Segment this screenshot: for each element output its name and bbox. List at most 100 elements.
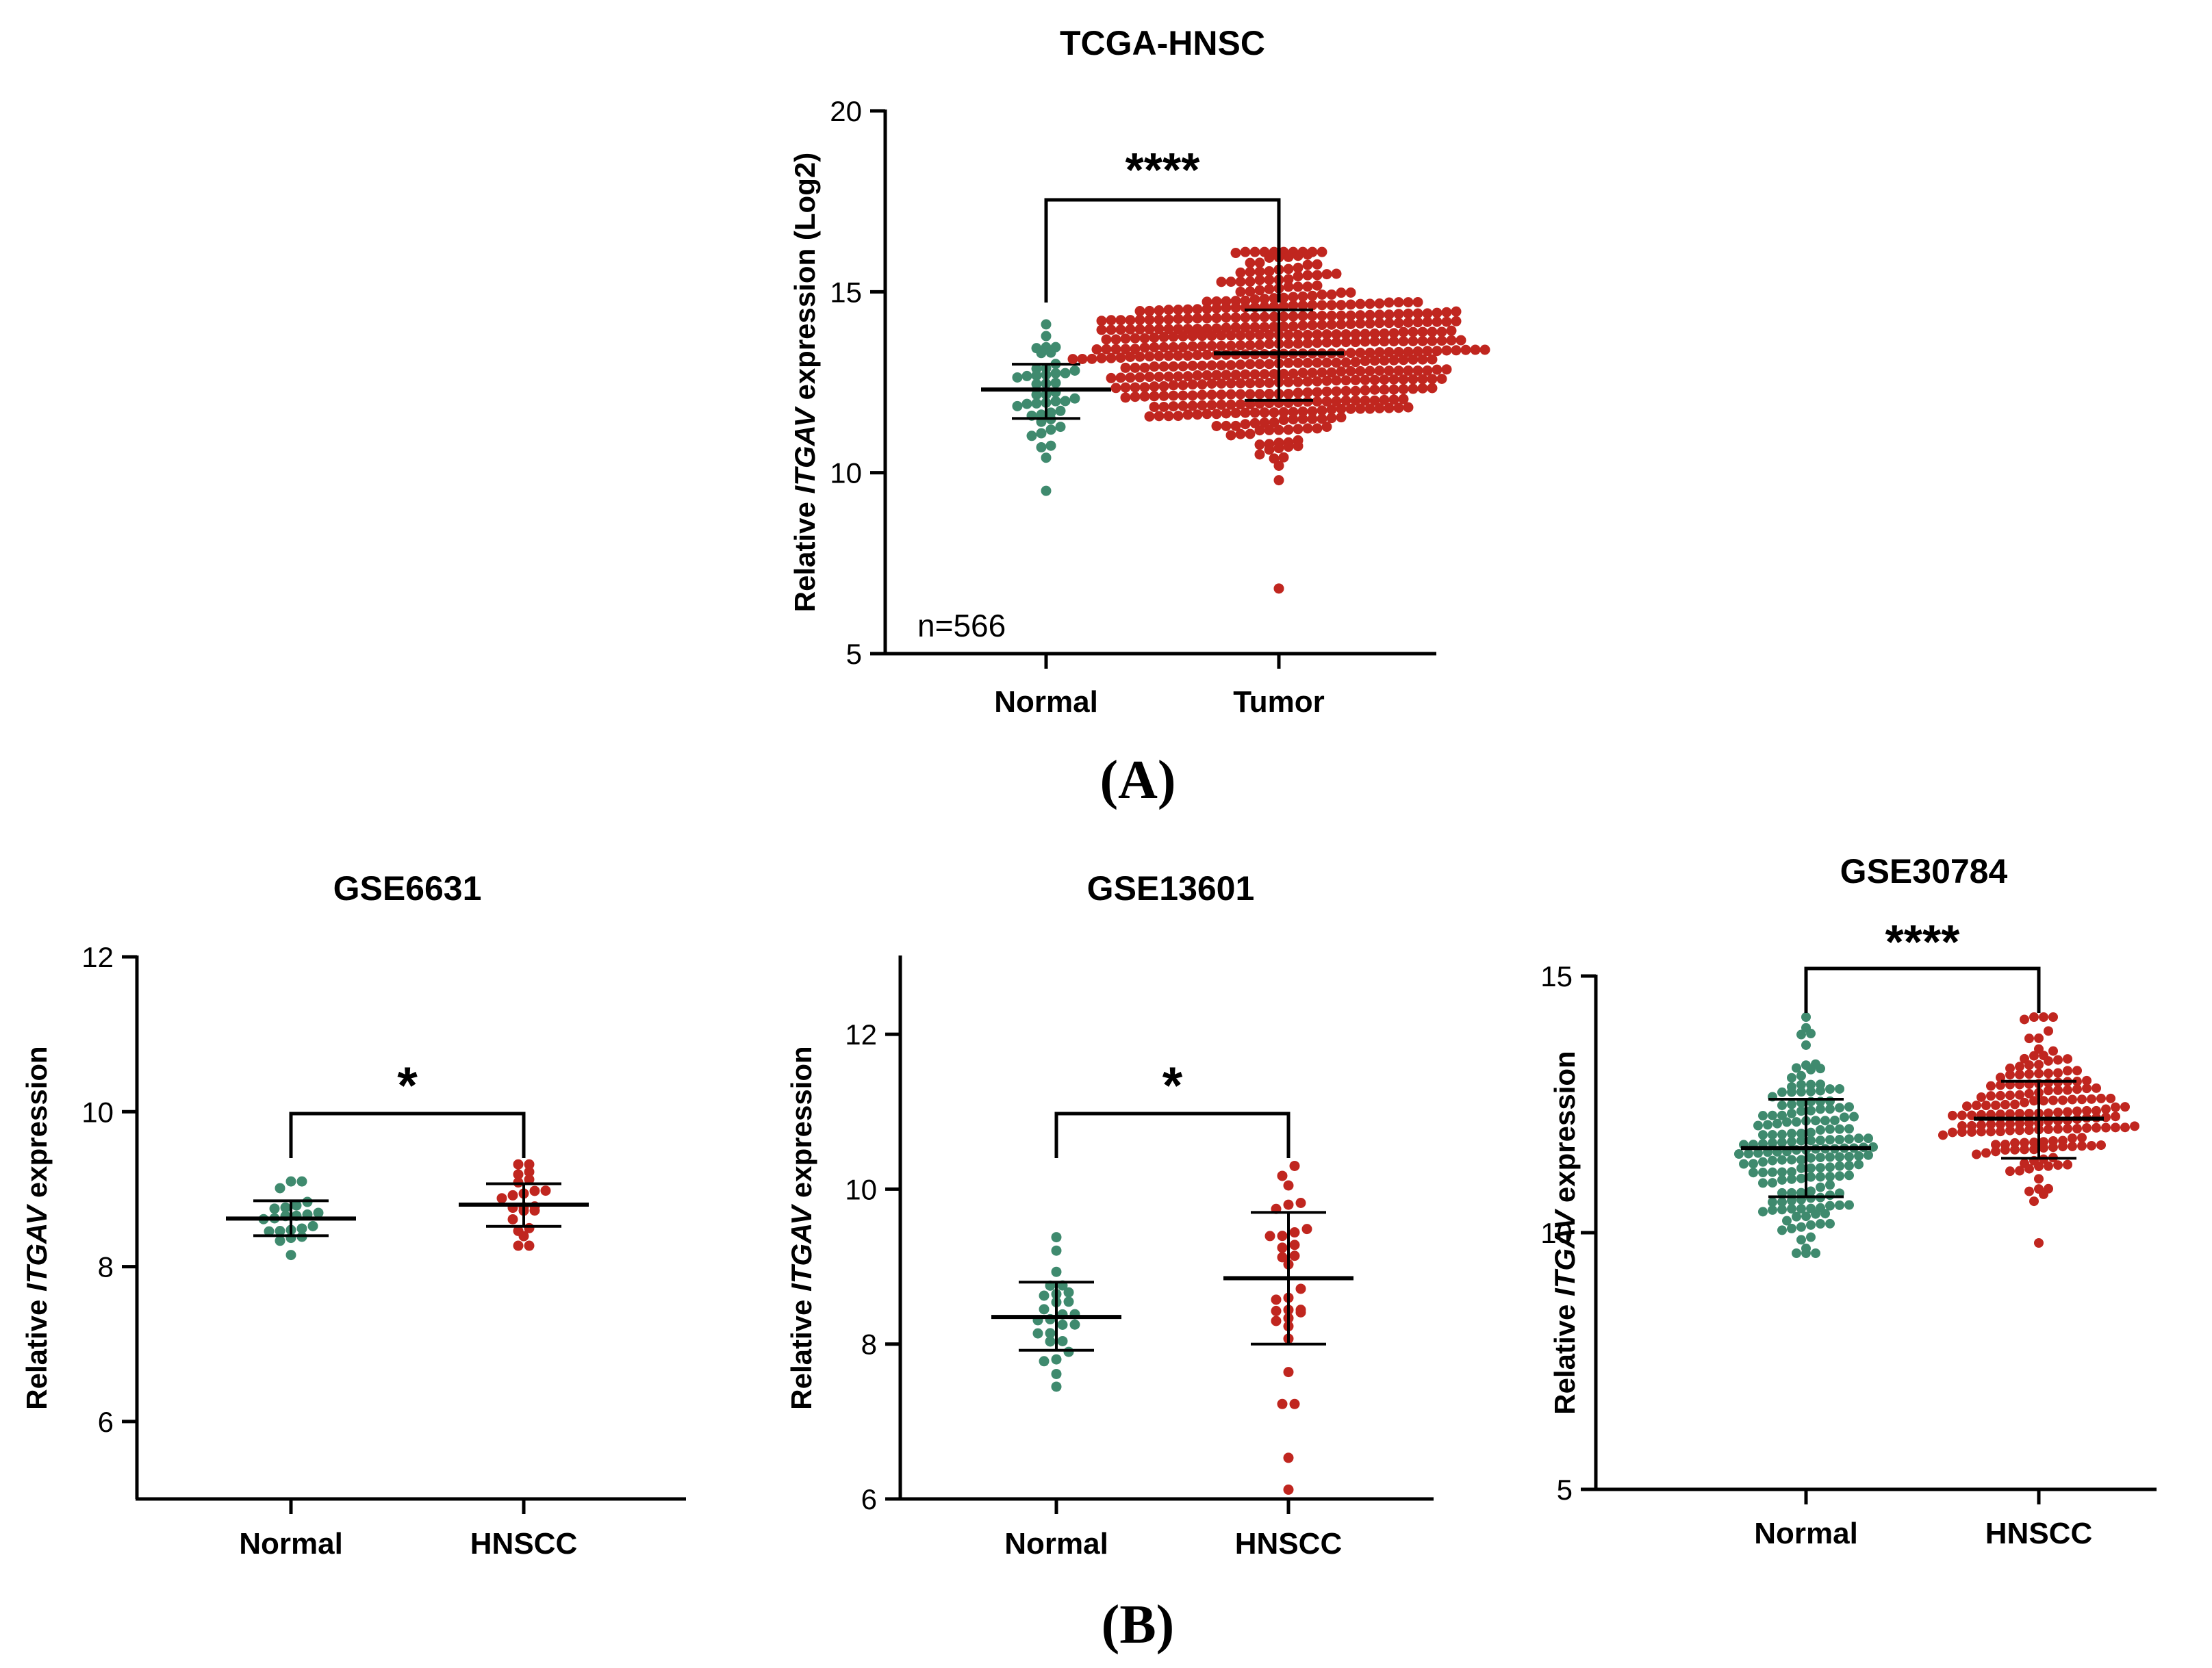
data-point <box>2063 1054 2072 1064</box>
data-point <box>1283 424 1294 435</box>
data-point <box>2077 1133 2087 1143</box>
data-point <box>1245 266 1256 277</box>
data-point <box>1422 365 1433 376</box>
data-point <box>1806 1079 1816 1090</box>
data-point <box>1825 1201 1835 1211</box>
data-point <box>1321 269 1332 280</box>
data-point <box>1283 1484 1294 1495</box>
data-point <box>1106 352 1117 363</box>
data-point <box>1063 1296 1074 1307</box>
data-point <box>1149 402 1160 413</box>
data-point <box>2024 1186 2034 1196</box>
data-point <box>1317 320 1327 331</box>
data-point <box>1369 395 1380 406</box>
data-point <box>1216 399 1227 410</box>
data-point <box>1225 389 1236 400</box>
data-point <box>1283 1199 1294 1210</box>
y-tick-label: 6 <box>861 1483 877 1515</box>
data-point <box>2044 1124 2053 1134</box>
data-point <box>1996 1127 2005 1137</box>
data-point <box>1364 403 1375 414</box>
data-point <box>1240 407 1251 418</box>
data-point <box>1254 285 1265 296</box>
data-point <box>1264 283 1275 294</box>
data-point <box>1417 335 1428 346</box>
data-point <box>1173 371 1184 382</box>
data-point <box>1139 382 1150 393</box>
data-point <box>1230 322 1241 333</box>
data-point <box>1806 1232 1816 1242</box>
data-point <box>1115 324 1126 335</box>
data-point <box>1216 340 1227 351</box>
data-point <box>1187 400 1198 411</box>
data-point <box>1178 390 1188 401</box>
data-point <box>1734 1149 1744 1159</box>
data-point <box>2106 1093 2115 1103</box>
data-point <box>1264 329 1275 340</box>
data-point <box>1787 1174 1796 1184</box>
data-point <box>1225 399 1236 410</box>
data-point <box>1768 1197 1777 1207</box>
y-tick-label: 10 <box>81 1096 114 1128</box>
data-point <box>529 1185 540 1196</box>
data-point <box>1317 246 1327 257</box>
data-point <box>2048 1046 2058 1056</box>
data-point <box>1345 310 1356 321</box>
data-point <box>1051 1381 1062 1392</box>
data-point <box>1289 1227 1300 1238</box>
data-point <box>2034 1238 2044 1248</box>
data-point <box>1277 1170 1288 1181</box>
data-point <box>1139 333 1150 344</box>
data-point <box>1379 328 1390 339</box>
data-point <box>1312 270 1323 281</box>
data-point <box>1427 383 1438 394</box>
data-point <box>518 1231 529 1242</box>
data-point <box>1240 322 1251 333</box>
data-point <box>285 1250 296 1261</box>
data-point <box>1317 405 1327 416</box>
y-tick-label: 6 <box>98 1406 114 1438</box>
data-point <box>1134 351 1145 362</box>
data-point <box>1168 342 1179 352</box>
significance-label: * <box>1162 1057 1183 1115</box>
y-tick-label: 12 <box>845 1018 877 1051</box>
data-point <box>1269 407 1280 418</box>
data-point <box>2020 1138 2029 1148</box>
data-point <box>1340 337 1351 348</box>
data-point <box>1297 406 1308 417</box>
data-point <box>1283 274 1294 285</box>
data-point <box>1321 386 1332 397</box>
data-point <box>1101 334 1112 345</box>
data-point <box>1412 365 1423 376</box>
data-point <box>1835 1152 1844 1162</box>
data-point <box>1302 329 1313 340</box>
chart-gse6631: GSE6631 6 8 10 12 Relative ITGAV expression No… <box>21 869 686 1561</box>
data-point <box>1254 257 1265 268</box>
data-point <box>2053 1085 2063 1095</box>
data-point <box>1182 371 1193 382</box>
data-point <box>1297 413 1308 424</box>
data-point <box>280 1202 291 1213</box>
data-point <box>1202 296 1212 307</box>
data-point <box>1245 286 1256 297</box>
data-point <box>1408 335 1419 346</box>
data-point <box>1307 368 1318 378</box>
data-point <box>1825 1162 1835 1172</box>
data-point <box>1269 321 1280 332</box>
data-point <box>1158 361 1169 372</box>
data-point <box>1202 304 1212 315</box>
data-point <box>1976 1127 1986 1137</box>
data-point <box>2072 1084 2082 1094</box>
data-point <box>2024 1088 2034 1099</box>
data-point <box>1055 405 1066 416</box>
data-point <box>1777 1087 1787 1097</box>
data-point <box>1369 336 1380 347</box>
data-point <box>2029 1012 2039 1022</box>
y-axis-label: Relative ITGAV expression <box>21 1046 53 1409</box>
data-point <box>524 1159 535 1170</box>
data-point <box>1403 365 1414 376</box>
data-point <box>513 1240 524 1251</box>
data-point <box>513 1169 524 1180</box>
data-point <box>2068 1133 2077 1144</box>
data-point <box>1763 1120 1772 1130</box>
